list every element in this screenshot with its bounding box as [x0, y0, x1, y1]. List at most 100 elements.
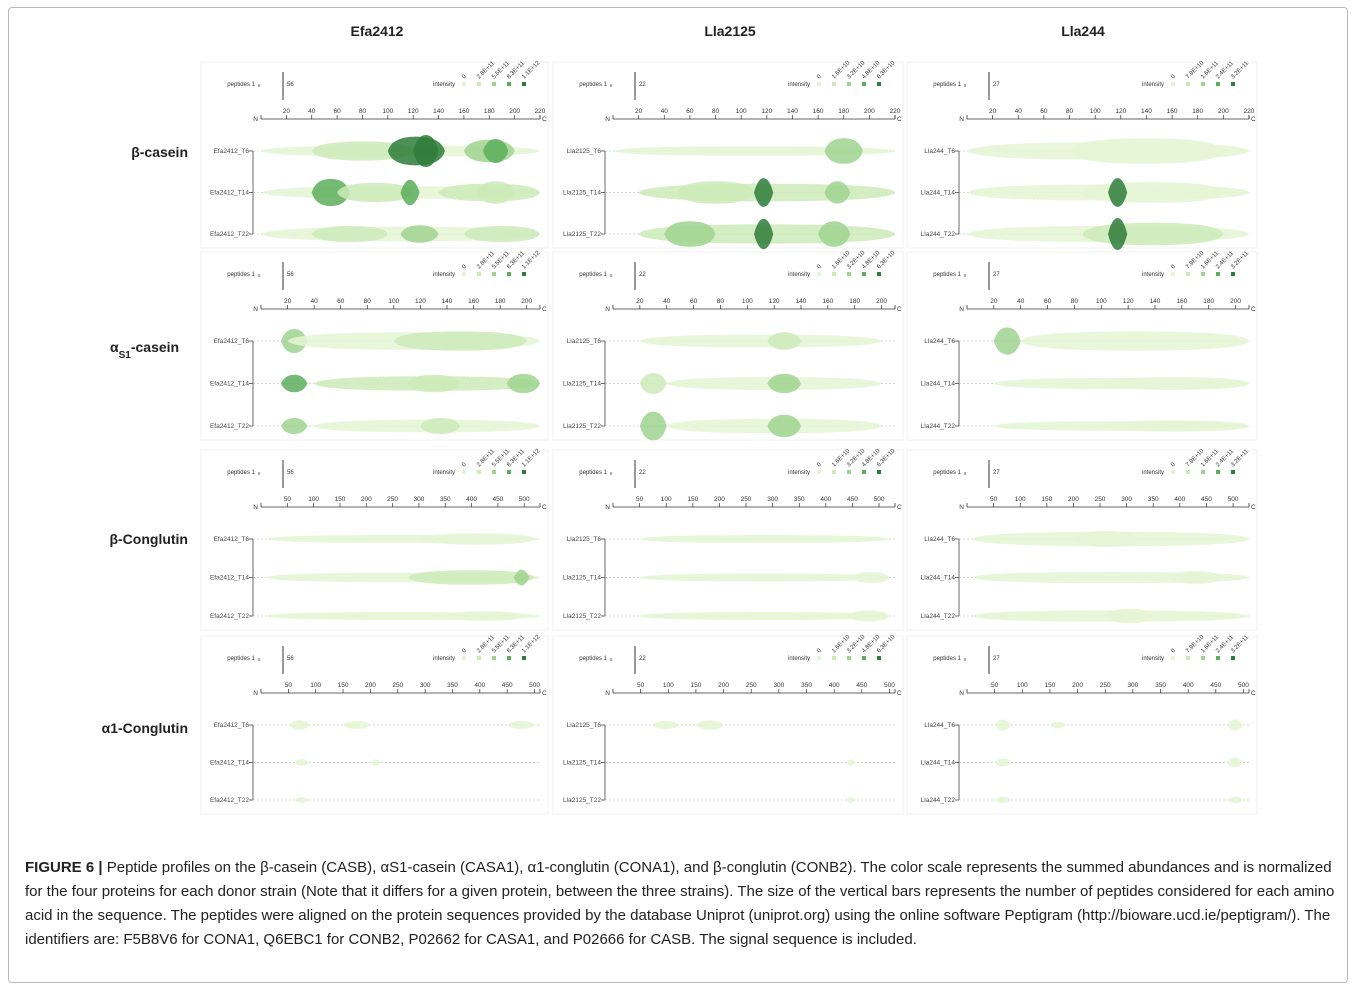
intensity-swatch	[1201, 656, 1205, 660]
peptides-max-value: 27	[993, 272, 1000, 278]
peptide-density-segment	[639, 612, 890, 620]
axis-tick-label: 150	[338, 682, 349, 689]
peptide-density-segment	[1069, 138, 1224, 164]
n-terminus-label: N	[253, 116, 258, 123]
intensity-swatch	[507, 272, 511, 276]
n-terminus-label: N	[959, 504, 964, 511]
axis-tick-label: 350	[801, 682, 812, 689]
intensity-swatch	[817, 82, 821, 86]
axis-tick-label: 40	[661, 108, 669, 115]
intensity-swatch	[522, 82, 526, 86]
peptide-density-segment	[413, 135, 439, 167]
axis-tick-label: 400	[1174, 496, 1185, 503]
n-terminus-label: N	[605, 504, 610, 511]
axis-tick-label: 200	[365, 682, 376, 689]
axis-tick-label: 120	[1123, 298, 1134, 305]
track-label: Lla244_T6	[924, 722, 955, 729]
peptides-max-value: 56	[287, 470, 294, 476]
panel-background	[552, 635, 904, 815]
intensity-swatch	[817, 656, 821, 660]
intensity-swatch	[507, 470, 511, 474]
n-terminus-label: N	[959, 306, 964, 313]
intensity-swatch	[507, 82, 511, 86]
axis-tick-label: 40	[1015, 108, 1023, 115]
axis-tick-label: 150	[335, 496, 346, 503]
intensity-scale-label: 0	[816, 73, 823, 80]
axis-tick-label: 350	[1155, 682, 1166, 689]
axis-tick-label: 50	[991, 682, 999, 689]
figure-caption: FIGURE 6 | Peptide profiles on the β-cas…	[25, 856, 1337, 952]
peptide-density-segment	[614, 146, 895, 156]
axis-tick-label: 60	[333, 108, 341, 115]
peptide-density-segment	[407, 374, 461, 393]
c-terminus-label: C	[1251, 116, 1256, 123]
peptide-density-segment	[293, 759, 311, 766]
axis-tick-label: 250	[1095, 496, 1106, 503]
track-label: Lla2125_T14	[563, 190, 601, 197]
axis-tick-label: 220	[1244, 108, 1255, 115]
peptide-density-segment	[1020, 331, 1249, 351]
peptide-density-segment	[852, 571, 890, 584]
peptide-density-segment	[767, 414, 801, 438]
axis-tick-label: 500	[874, 496, 885, 503]
intensity-swatch	[1231, 656, 1235, 660]
n-terminus-label: N	[253, 306, 258, 313]
peptides-legend-label: peptides 1	[227, 82, 255, 88]
axis-tick-label: 500	[529, 682, 540, 689]
axis-tick-label: 80	[1066, 108, 1074, 115]
intensity-swatch	[847, 272, 851, 276]
axis-tick-label: 180	[495, 298, 506, 305]
axis-tick-label: 80	[717, 298, 725, 305]
intensity-swatch	[477, 272, 481, 276]
axis-tick-label: 60	[686, 108, 694, 115]
intensity-swatch	[1171, 656, 1175, 660]
peptide-density-segment	[393, 331, 527, 351]
peptide-density-segment	[767, 332, 801, 350]
intensity-scale-label: 0	[1170, 263, 1177, 270]
axis-tick-label: 180	[484, 108, 495, 115]
track-label: Lla2125_T22	[563, 423, 601, 430]
peptide-density-segment	[445, 611, 525, 621]
axis-tick-label: 100	[1015, 496, 1026, 503]
peptide-density-segment	[288, 720, 311, 730]
intensity-swatch	[507, 656, 511, 660]
axis-tick-label: 100	[308, 496, 319, 503]
peptide-density-segment	[1101, 420, 1249, 432]
intensity-swatch	[1216, 82, 1220, 86]
axis-tick-label: 20	[284, 298, 292, 305]
intensity-swatch	[847, 470, 851, 474]
peptide-density-segment	[1073, 531, 1138, 547]
c-terminus-label: C	[897, 690, 902, 697]
intensity-swatch	[1186, 82, 1190, 86]
peptides-legend-label: peptides 1	[933, 82, 961, 88]
peptide-density-segment	[280, 418, 308, 434]
axis-tick-label: 180	[1203, 298, 1214, 305]
peptides-legend-label: peptides 1	[227, 272, 255, 278]
track-label: Lla244_T6	[924, 148, 955, 155]
c-terminus-label: C	[1251, 690, 1256, 697]
axis-tick-label: 220	[535, 108, 546, 115]
axis-tick-label: 160	[822, 298, 833, 305]
track-label: Lla244_T22	[921, 423, 956, 430]
intensity-legend-label: intensity	[433, 82, 455, 88]
peptide-density-segment	[463, 226, 540, 242]
axis-tick-label: 180	[838, 108, 849, 115]
axis-tick-label: 60	[690, 298, 698, 305]
peptides-legend-label: peptides 1	[579, 656, 607, 662]
axis-tick-label: 100	[736, 108, 747, 115]
c-terminus-label: C	[542, 306, 547, 313]
axis-tick-label: 250	[741, 496, 752, 503]
axis-tick-label: 120	[408, 108, 419, 115]
c-terminus-label: C	[1251, 504, 1256, 511]
axis-tick-label: 200	[864, 108, 875, 115]
caption-text: Peptide profiles on the β-casein (CASB),…	[25, 859, 1335, 948]
intensity-legend-label: intensity	[433, 470, 455, 476]
intensity-swatch	[462, 470, 466, 474]
peptide-density-segment	[293, 797, 311, 803]
peptide-density-segment	[994, 758, 1012, 767]
intensity-scale-label: 0	[1170, 647, 1177, 654]
n-terminus-label: N	[605, 306, 610, 313]
axis-tick-label: 200	[361, 496, 372, 503]
